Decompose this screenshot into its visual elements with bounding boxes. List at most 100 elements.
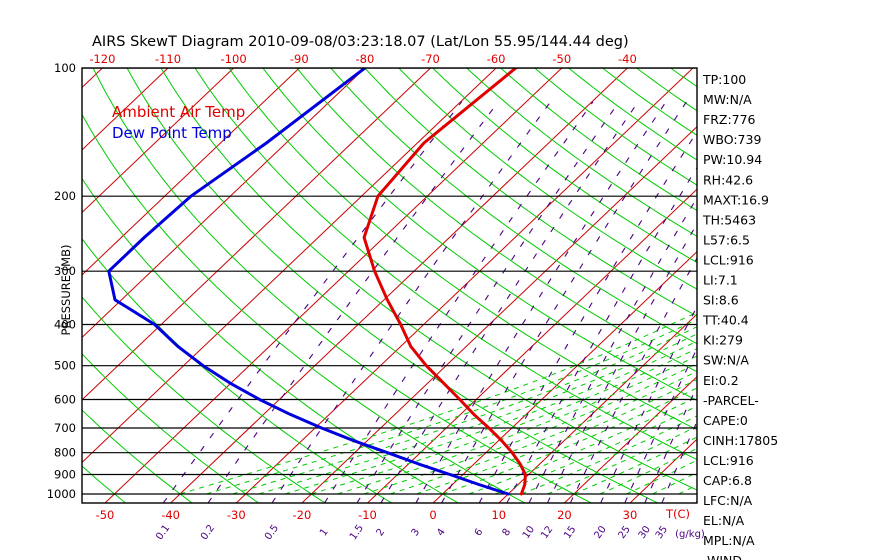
bottom-temp-tick-label: -40	[161, 508, 180, 522]
index-readout: FRZ:776	[703, 112, 756, 127]
mixing-ratio-line	[441, 101, 687, 503]
saturated-adiabat-line	[179, 311, 697, 495]
bottom-temp-tick-label: 0	[429, 508, 436, 522]
index-readout: EI:0.2	[703, 373, 739, 388]
mixing-ratio-tick-group: 25	[617, 524, 633, 541]
top-temp-tick-label: -40	[618, 52, 637, 66]
mixing-ratio-tick-group: 1	[318, 527, 331, 539]
isotherm-line	[82, 68, 234, 214]
dry-adiabat-line	[500, 68, 697, 212]
mixing-ratio-tick-label: 10	[521, 524, 537, 541]
mixing-ratio-tick-label: 3	[410, 527, 423, 539]
isotherm-line	[104, 68, 563, 503]
dry-adiabat-line	[773, 68, 870, 503]
isotherm-line	[564, 376, 697, 503]
mixing-ratio-line	[569, 256, 697, 503]
saturated-adiabat-line	[363, 363, 697, 495]
bottom-temp-tick-label: -30	[227, 508, 246, 522]
mixing-ratio-tick-group: 8	[501, 527, 514, 539]
dry-adiabat-line	[806, 68, 870, 503]
dry-adiabat-line	[194, 68, 697, 461]
page-title: AIRS SkewT Diagram 2010-09-08/03:23:18.0…	[92, 34, 629, 50]
saturated-adiabat-line	[626, 459, 697, 495]
isotherm-line	[498, 313, 697, 503]
isotherm-line	[82, 68, 103, 89]
parcel-readout: LCL:916	[703, 453, 754, 468]
isotherm-line	[301, 125, 697, 503]
parcel-readout: MPL:N/A	[703, 533, 755, 548]
top-temp-tick-label: -110	[155, 52, 181, 66]
index-readout: TH:5463	[702, 212, 756, 227]
dry-adiabat-line	[432, 68, 697, 264]
pressure-tick-label: 100	[54, 61, 76, 75]
index-readout: L57:6.5	[703, 232, 750, 247]
legend-dewpoint-label: Dew Point Temp	[112, 124, 232, 142]
mixing-ratio-tick-label: 25	[617, 524, 633, 541]
pressure-tick-label: 500	[54, 359, 76, 373]
dry-adiabat-line	[0, 68, 59, 503]
bottom-temp-tick-label: 20	[557, 508, 572, 522]
dry-adiabat-line	[82, 237, 393, 503]
bottom-temp-tick-label: 30	[623, 508, 638, 522]
index-readout: KI:279	[703, 333, 743, 348]
parcel-readout: CINH:17805	[703, 433, 778, 448]
index-readout: SW:N/A	[703, 353, 749, 368]
isotherm-line	[82, 68, 169, 151]
isotherm-line	[82, 68, 431, 401]
mixing-ratio-tick-label: 30	[637, 524, 653, 541]
mixing-ratio-tick-label: 4	[435, 527, 448, 539]
mixing-ratio-tick-label: 1	[318, 527, 331, 539]
mixing-ratio-tick-group: 15	[562, 524, 578, 541]
saturated-adiabat-line	[284, 340, 697, 495]
dry-adiabat-line	[82, 296, 326, 503]
saturated-adiabat-line	[311, 347, 697, 495]
top-temp-tick-label: -120	[89, 52, 115, 66]
saturated-adiabat-line	[599, 447, 697, 495]
dry-adiabat-line	[330, 68, 697, 345]
saturated-adiabat-line	[232, 326, 697, 495]
legend-ambient-label: Ambient Air Temp	[112, 103, 245, 121]
x-axis-temp-label: T(C)	[665, 507, 690, 521]
mixing-ratio-tick-group: 6	[473, 527, 486, 539]
index-readout: LI:7.1	[703, 273, 738, 288]
index-readout: TT:40.4	[702, 313, 749, 328]
top-temp-tick-label: -100	[221, 52, 247, 66]
ambient-temp-curve	[362, 68, 527, 496]
background-lines-group	[0, 68, 870, 503]
top-temp-tick-label: -90	[290, 52, 309, 66]
index-readout: LCL:916	[703, 253, 754, 268]
mixing-ratio-line	[324, 101, 594, 503]
pressure-tick-label: 700	[54, 421, 76, 435]
mixing-ratio-tick-group: 0.5	[263, 523, 281, 542]
isotherm-line	[235, 68, 694, 503]
saturated-adiabat-line	[442, 387, 697, 495]
dry-adiabat-line	[92, 68, 592, 503]
index-readout: MAXT:16.9	[703, 192, 769, 207]
mixing-ratio-line	[624, 347, 697, 503]
pressure-tick-label: 300	[54, 264, 76, 278]
bottom-temp-tick-label: -20	[293, 508, 312, 522]
pressure-tick-label: 200	[54, 189, 76, 203]
top-temp-tick-label: -60	[487, 52, 506, 66]
top-temp-tick-label: -50	[552, 52, 571, 66]
saturated-adiabat-line	[258, 333, 697, 495]
index-readout: SI:8.6	[703, 293, 739, 308]
isotherm-line	[827, 68, 870, 503]
mixing-ratio-tick-group: 1.5	[348, 523, 366, 542]
mixing-ratio-line	[415, 101, 667, 503]
mixing-ratio-line	[162, 101, 463, 503]
mixing-ratio-tick-label: 0.5	[263, 523, 281, 542]
saturated-adiabat-line	[494, 405, 697, 495]
pressure-tick-label: 400	[54, 318, 76, 332]
mixing-ratio-tick-label: 0.2	[199, 523, 217, 542]
mixing-ratio-tick-label: 12	[539, 524, 555, 541]
mixing-ratio-tick-label: 1.5	[348, 523, 366, 542]
pressure-tick-label: 900	[54, 468, 76, 482]
parcel-section-header: -PARCEL-	[703, 393, 759, 408]
top-temp-tick-label: -80	[356, 52, 375, 66]
pressure-tick-label: 1000	[47, 487, 76, 501]
mixing-ratio-tick-group: 3	[410, 527, 423, 539]
parcel-readout: LFC:N/A	[703, 493, 753, 508]
pressure-tick-label: 600	[54, 393, 76, 407]
